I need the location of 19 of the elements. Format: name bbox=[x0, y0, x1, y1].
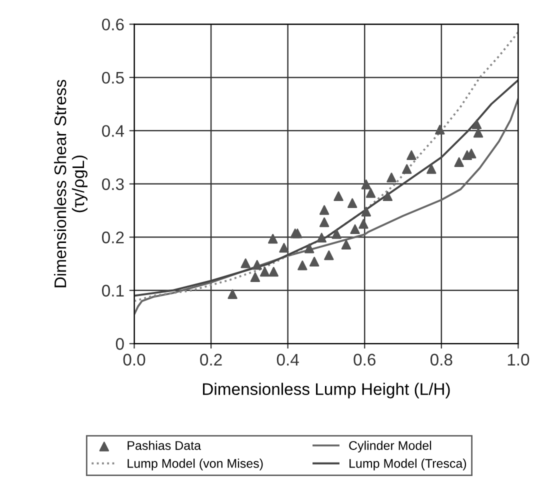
y-tick-label: 0.1 bbox=[102, 284, 124, 297]
y-tick-label: 0.5 bbox=[102, 72, 124, 84]
x-tick-label: 0.6 bbox=[354, 354, 376, 366]
x-tick-label: 0.4 bbox=[276, 354, 299, 366]
y-tick-label: 0.3 bbox=[102, 178, 124, 190]
x-axis-title: Dimensionless Lump Height (L/H) bbox=[203, 382, 450, 398]
y-axis-title: Dimensionless Shear Stress (τy/ρgL) bbox=[54, 80, 88, 288]
x-tick-label: 0.2 bbox=[200, 354, 222, 366]
x-tick-label: 0.8 bbox=[430, 354, 452, 366]
legend-label: Pashias Data bbox=[128, 440, 202, 450]
legend-label: Cylinder Model bbox=[349, 440, 432, 452]
legend-label: Lump Model (von Mises) bbox=[128, 458, 263, 470]
y-tick-label: 0 bbox=[116, 338, 124, 350]
legend-label: Lump Model (Tresca) bbox=[350, 458, 466, 470]
x-tick-label: 0.0 bbox=[123, 354, 146, 366]
y-tick-label: 0.6 bbox=[102, 18, 124, 30]
y-tick-label: 0.2 bbox=[102, 232, 124, 244]
y-tick-label: 0.4 bbox=[102, 125, 124, 137]
x-tick-label: 1.0 bbox=[508, 354, 530, 366]
